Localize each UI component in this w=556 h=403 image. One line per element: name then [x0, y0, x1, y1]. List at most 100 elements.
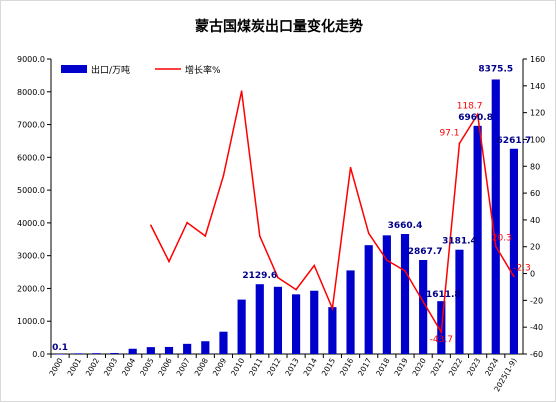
line-point — [204, 235, 207, 237]
x-tick-label: 2024 — [483, 356, 500, 377]
legend-bar-swatch — [61, 65, 87, 73]
x-tick-label: 2011 — [247, 356, 264, 377]
bar-value-label: 0.1 — [52, 343, 68, 353]
y-right-tick-label: -40 — [530, 323, 543, 332]
line-point — [258, 235, 261, 237]
bar — [455, 249, 464, 354]
line-point — [404, 270, 406, 272]
x-tick-label: 2001 — [66, 356, 83, 377]
x-tick-label: 2014 — [302, 356, 319, 377]
bar — [183, 343, 192, 354]
bar — [201, 341, 210, 354]
x-tick-label: 2005 — [138, 356, 155, 377]
growth-value-label: 20.3 — [492, 233, 512, 243]
y-right-tick-label: 0 — [530, 270, 535, 279]
x-tick-label: 2002 — [84, 356, 101, 377]
bar-value-label: 3181.4 — [442, 237, 477, 247]
x-tick-label: 2000 — [47, 356, 64, 377]
bar — [473, 125, 482, 354]
y-right-tick-label: 20 — [530, 243, 540, 252]
growth-value-label: 118.7 — [457, 101, 483, 111]
bar — [400, 234, 410, 354]
x-tick-label: 2019 — [392, 356, 409, 377]
line-point — [476, 113, 479, 116]
x-tick-label: 2004 — [120, 356, 137, 377]
line-point — [331, 307, 334, 310]
legend: 出口/万吨 增长率% — [61, 64, 221, 76]
x-tick-label: 2006 — [156, 356, 173, 377]
y-right-tick-label: 120 — [530, 109, 545, 118]
x-tick-label: 2022 — [447, 356, 464, 377]
bar — [110, 353, 119, 354]
y-left-tick-label: 1000.0 — [17, 317, 45, 326]
legend-bar-label: 出口/万吨 — [91, 64, 130, 76]
y-left-tick-label: 5000.0 — [17, 186, 45, 195]
bar-value-label: 2129.6 — [242, 271, 277, 281]
bar — [255, 284, 264, 354]
bar — [92, 353, 101, 354]
y-left-tick-label: 0.0 — [32, 350, 45, 359]
bar — [74, 353, 83, 354]
bar — [237, 299, 246, 354]
data-labels: 0.1 2129.6 3660.4 2867.7 1611.8 3181.4 6960.8 8… — [52, 64, 531, 353]
y-left-tick-label: 6000.0 — [17, 153, 45, 162]
x-tick-label: 2007 — [175, 356, 192, 377]
line-point — [168, 260, 170, 263]
y-right-tick-label: 160 — [530, 55, 545, 64]
bar — [346, 270, 355, 354]
x-tick-label: 2015 — [320, 356, 337, 377]
bar — [273, 286, 283, 354]
y-left-tick-label: 3000.0 — [17, 252, 45, 261]
y-left-tick-label: 2000.0 — [17, 284, 45, 293]
bar — [509, 148, 519, 354]
y-right-tick-label: -60 — [530, 350, 543, 359]
line-point — [386, 259, 388, 261]
y-right-tick-label: 40 — [530, 216, 540, 225]
line-point — [277, 276, 279, 279]
x-tick-label: 2021 — [429, 356, 446, 377]
y-left-tick-label: 8000.0 — [17, 88, 45, 97]
bar-series — [55, 79, 519, 355]
bar — [291, 294, 301, 354]
line-point — [240, 90, 243, 92]
y-right-tick-label: 80 — [530, 162, 540, 171]
x-tick-label: 2016 — [338, 356, 355, 377]
bar — [146, 347, 155, 354]
growth-value-label: 97.1 — [439, 128, 459, 138]
axes: 0.0 1000.0 2000.0 3000.0 4000.0 5000.0 6000.0 7… — [17, 55, 545, 393]
line-series — [150, 90, 515, 335]
growth-value-label: -2.3 — [513, 264, 531, 274]
x-tick-label: 2008 — [193, 356, 210, 377]
line-point — [494, 245, 497, 248]
x-tick-label: 2020 — [411, 356, 428, 377]
line-point — [440, 331, 443, 333]
bar-value-label: 2867.7 — [408, 247, 443, 257]
chart-title: 蒙古国煤炭出口量变化走势 — [195, 18, 363, 35]
bar — [128, 348, 137, 354]
y-left-tick-label: 9000.0 — [17, 55, 45, 64]
line-point — [313, 264, 316, 267]
x-tick-label: 2013 — [283, 356, 300, 377]
bar-value-label: 6261.7 — [497, 136, 532, 146]
line-point — [513, 275, 515, 278]
bar — [219, 331, 228, 354]
growth-value-label: -43.7 — [430, 335, 453, 345]
bar — [419, 260, 428, 354]
line-point — [458, 142, 461, 145]
bar — [328, 307, 337, 354]
x-tick-label: 2009 — [211, 356, 228, 377]
line-point — [367, 232, 370, 235]
y-left-tick-label: 4000.0 — [17, 219, 45, 228]
bar — [164, 346, 174, 354]
y-right-tick-label: 100 — [530, 135, 545, 144]
x-tick-label: 2010 — [229, 356, 246, 377]
bar — [364, 245, 373, 354]
y-right-tick-label: 60 — [530, 189, 540, 198]
y-right-tick-label: -20 — [530, 296, 543, 305]
line-point — [422, 300, 424, 303]
y-left-tick-label: 7000.0 — [17, 121, 45, 130]
x-tick-label: 2003 — [102, 356, 119, 377]
line-point — [186, 221, 188, 224]
x-tick-label: 2017 — [356, 356, 373, 377]
